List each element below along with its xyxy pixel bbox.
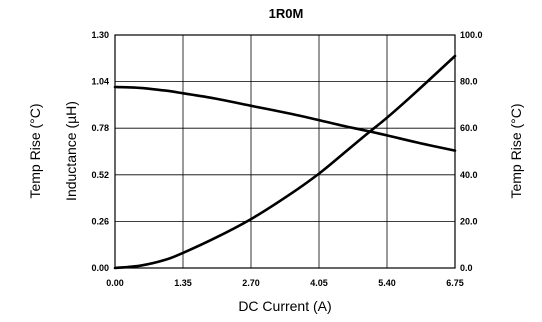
- y-axis-label: Inductance (µH): [63, 101, 79, 201]
- x-tick-label: 5.40: [378, 278, 396, 288]
- x-ticks: 0.00 1.35 2.70 4.05 5.40 6.75: [106, 278, 464, 288]
- temp-rise-series-line: [113, 54, 457, 270]
- x-tick-label: 1.35: [174, 278, 192, 288]
- y2-tick-label: 40.0: [460, 170, 478, 180]
- y-tick-label: 1.04: [91, 77, 109, 87]
- y2-tick-label: 0.0: [460, 263, 473, 273]
- chart-title: 1R0M: [269, 6, 304, 21]
- y-tick-label: 1.30: [91, 30, 109, 40]
- y2-ticks: 0.0 20.0 40.0 60.0 80.0 100.0: [460, 30, 483, 273]
- plot-frame: [114, 34, 456, 269]
- x-tick-label: 0.00: [106, 278, 124, 288]
- grid: [115, 35, 455, 268]
- y2-tick-label: 80.0: [460, 77, 478, 87]
- inductance-series-line: [113, 85, 457, 152]
- y2-tick-label: 60.0: [460, 123, 478, 133]
- y-tick-label: 0.00: [91, 263, 109, 273]
- y-tick-label: 0.78: [91, 123, 109, 133]
- y-axis-outer-label: Temp Rise (°C): [27, 103, 43, 198]
- y-ticks: 0.00 0.26 0.52 0.78 1.04 1.30: [91, 30, 109, 273]
- y-tick-label: 0.26: [91, 216, 109, 226]
- y2-axis-label: Temp Rise (°C): [508, 103, 524, 198]
- curves: [113, 54, 457, 270]
- x-tick-label: 6.75: [446, 278, 464, 288]
- y2-tick-label: 20.0: [460, 216, 478, 226]
- x-axis-label: DC Current (A): [238, 298, 331, 314]
- x-tick-label: 2.70: [242, 278, 260, 288]
- y-tick-label: 0.52: [91, 170, 109, 180]
- x-tick-label: 4.05: [310, 278, 328, 288]
- y2-tick-label: 100.0: [460, 30, 483, 40]
